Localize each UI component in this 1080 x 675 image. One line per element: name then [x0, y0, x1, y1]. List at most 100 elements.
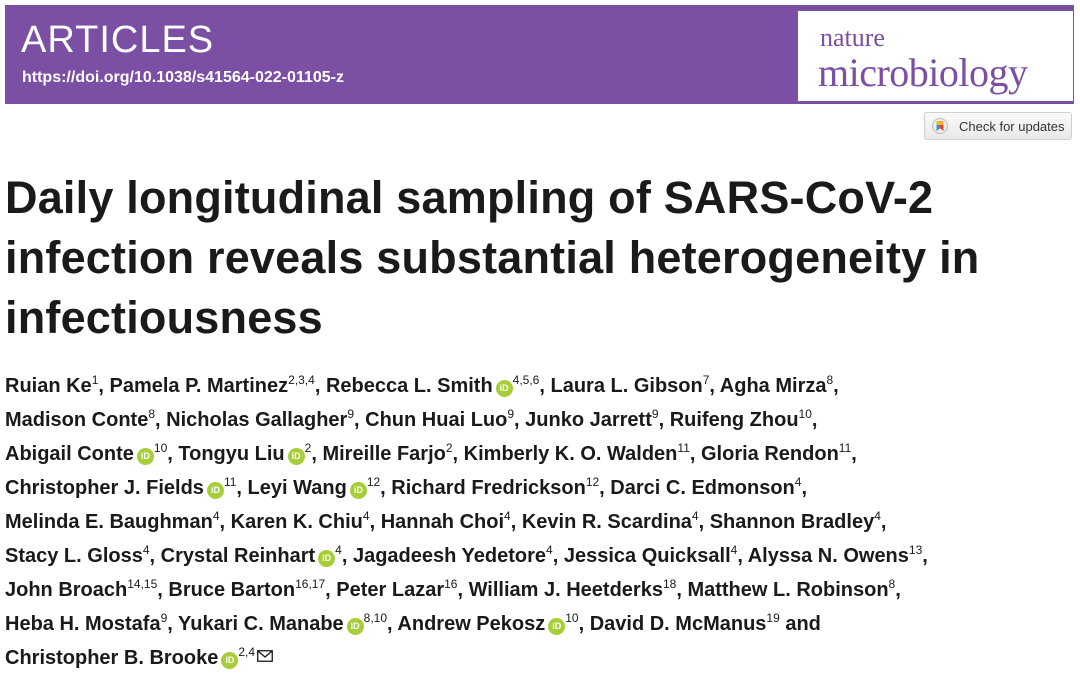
author-name-text: Crystal Reinhart [160, 545, 316, 567]
author-name[interactable]: Agha Mirza8 [720, 373, 834, 397]
affiliation-superscript[interactable]: 4 [691, 509, 699, 523]
affiliation-superscript[interactable]: 4 [212, 509, 220, 523]
orcid-icon[interactable]: iD [548, 618, 566, 635]
author-name[interactable]: Chun Huai Luo9 [365, 407, 515, 431]
author-name[interactable]: Stacy L. Gloss4 [5, 543, 150, 567]
affiliation-superscript[interactable]: 4 [142, 543, 150, 557]
author-name[interactable]: David D. McManus19 [590, 611, 780, 635]
affiliation-superscript[interactable]: 11 [838, 441, 852, 455]
envelope-icon[interactable] [257, 650, 273, 662]
author-name[interactable]: Christopher B. Brooke iD2,4 [5, 645, 273, 669]
orcid-icon[interactable]: iD [287, 448, 305, 465]
author-name[interactable]: Leyi Wang iD12 [248, 475, 381, 499]
author-name[interactable]: Christopher J. Fields iD11 [5, 475, 237, 499]
affiliation-superscript[interactable]: 12 [366, 475, 381, 489]
author-name[interactable]: Laura L. Gibson7 [550, 373, 710, 397]
author-name[interactable]: Gloria Rendon11 [701, 441, 852, 465]
doi-link[interactable]: https://doi.org/10.1038/s41564-022-01105… [22, 69, 344, 86]
affiliation-superscript[interactable]: 10 [798, 407, 812, 421]
author-name-text: Shannon Bradley [709, 511, 875, 533]
orcid-icon[interactable]: iD [206, 482, 224, 499]
author-name[interactable]: Junko Jarrett9 [525, 407, 659, 431]
author-name[interactable]: Madison Conte8 [5, 407, 156, 431]
orcid-icon[interactable]: iD [346, 618, 364, 635]
author-name-text: Peter Lazar [336, 579, 445, 601]
affiliation-superscript[interactable]: 9 [651, 407, 659, 421]
author-name[interactable]: Shannon Bradley4 [709, 509, 881, 533]
author-name[interactable]: Alyssa N. Owens13 [748, 543, 923, 567]
author-name[interactable]: Crystal Reinhart iD4 [160, 543, 342, 567]
orcid-icon[interactable]: iD [349, 482, 367, 499]
affiliation-superscript[interactable]: 2 [304, 441, 312, 455]
author-name[interactable]: Pamela P. Martinez2,3,4 [110, 373, 315, 397]
affiliation-superscript[interactable]: 4 [335, 543, 342, 557]
affiliation-superscript[interactable]: 8 [826, 373, 834, 387]
author-name[interactable]: William J. Heetderks18 [469, 577, 677, 601]
affiliation-superscript[interactable]: 4 [730, 543, 738, 557]
author-name[interactable]: Nicholas Gallagher9 [166, 407, 355, 431]
orcid-icon[interactable]: iD [221, 652, 239, 669]
affiliation-superscript[interactable]: 13 [908, 543, 923, 557]
author-name[interactable]: Rebecca L. Smith iD4,5,6 [326, 373, 540, 397]
author-name-text: Christopher J. Fields [5, 477, 204, 499]
author-name-text: Tongyu Liu [178, 443, 285, 465]
author-separator: , [539, 375, 551, 397]
author-name[interactable]: Tongyu Liu iD2 [178, 441, 312, 465]
affiliation-superscript[interactable]: 9 [507, 407, 515, 421]
affiliation-superscript[interactable]: 4 [794, 475, 802, 489]
author-name[interactable]: John Broach14,15 [5, 577, 158, 601]
affiliation-superscript[interactable]: 10 [153, 441, 168, 455]
author-name[interactable]: Matthew L. Robinson8 [687, 577, 896, 601]
author-name[interactable]: Melinda E. Baughman4 [5, 509, 220, 533]
affiliation-superscript[interactable]: 2 [445, 441, 453, 455]
author-name[interactable]: Richard Fredrickson12 [391, 475, 600, 499]
affiliation-superscript[interactable]: 9 [347, 407, 355, 421]
orcid-icon[interactable]: iD [318, 550, 336, 567]
affiliation-superscript[interactable]: 18 [662, 577, 677, 591]
affiliation-superscript[interactable]: 8,10 [363, 611, 388, 625]
author-name[interactable]: Kimberly K. O. Walden11 [464, 441, 690, 465]
orcid-icon[interactable]: iD [136, 448, 154, 465]
author-name[interactable]: Kevin R. Scardina4 [522, 509, 699, 533]
author-name[interactable]: Karen K. Chiu4 [231, 509, 370, 533]
journal-logo[interactable]: nature microbiology [798, 11, 1073, 101]
affiliation-superscript[interactable]: 8 [888, 577, 896, 591]
affiliation-superscript[interactable]: 4 [546, 543, 553, 557]
affiliation-superscript[interactable]: 9 [160, 611, 168, 625]
affiliation-superscript[interactable]: 4 [874, 509, 881, 523]
affiliation-superscript[interactable]: 7 [702, 373, 710, 387]
affiliation-superscript[interactable]: 4 [504, 509, 511, 523]
affiliation-superscript[interactable]: 8 [148, 407, 156, 421]
affiliation-superscript[interactable]: 4,5,6 [512, 373, 540, 387]
author-name[interactable]: Peter Lazar16 [336, 577, 458, 601]
author-name[interactable]: Hannah Choi4 [381, 509, 511, 533]
affiliation-superscript[interactable]: 10 [565, 611, 579, 625]
affiliation-superscript[interactable]: 2,4 [238, 645, 256, 659]
affiliation-superscript[interactable]: 14,15 [127, 577, 158, 591]
author-name[interactable]: Ruifeng Zhou10 [670, 407, 812, 431]
article-type-label: ARTICLES [21, 19, 215, 61]
author-name[interactable]: Bruce Barton16,17 [168, 577, 326, 601]
author-name[interactable]: Darci C. Edmonson4 [610, 475, 802, 499]
affiliation-superscript[interactable]: 16 [444, 577, 458, 591]
author-separator: , [341, 545, 353, 567]
affiliation-superscript[interactable]: 1 [91, 373, 99, 387]
orcid-icon[interactable]: iD [495, 380, 513, 397]
author-name[interactable]: Jagadeesh Yedetore4 [353, 543, 553, 567]
author-name[interactable]: Andrew Pekosz iD10 [397, 611, 579, 635]
affiliation-superscript[interactable]: 2,3,4 [288, 373, 315, 387]
affiliation-superscript[interactable]: 11 [223, 475, 237, 489]
author-name[interactable]: Yukari C. Manabe iD8,10 [178, 611, 388, 635]
affiliation-superscript[interactable]: 11 [677, 441, 690, 455]
affiliation-superscript[interactable]: 4 [362, 509, 370, 523]
affiliation-superscript[interactable]: 19 [766, 611, 780, 625]
author-name[interactable]: Abigail Conte iD10 [5, 441, 168, 465]
affiliation-superscript[interactable]: 12 [585, 475, 600, 489]
author-name[interactable]: Mireille Farjo2 [322, 441, 453, 465]
check-for-updates-button[interactable]: Check for updates [924, 112, 1072, 140]
author-name[interactable]: Heba H. Mostafa9 [5, 611, 168, 635]
author-separator: , [149, 545, 161, 567]
author-name[interactable]: Jessica Quicksall4 [564, 543, 738, 567]
affiliation-superscript[interactable]: 16,17 [295, 577, 326, 591]
author-name[interactable]: Ruian Ke1 [5, 373, 99, 397]
